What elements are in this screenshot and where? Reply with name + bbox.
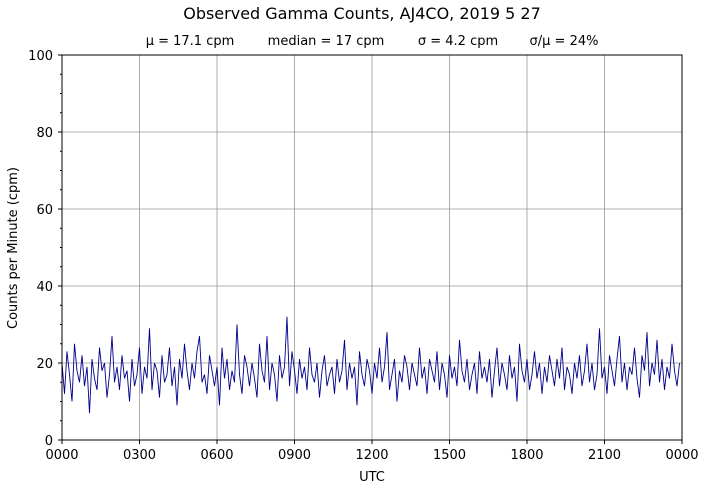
y-tick-label: 0: [45, 434, 53, 449]
x-tick-label: 1500: [433, 448, 466, 463]
stat-cv: σ/μ = 24%: [530, 34, 599, 49]
x-tick-label: 2100: [588, 448, 621, 463]
y-tick-label: 40: [36, 280, 53, 295]
y-tick-label: 60: [36, 203, 53, 218]
x-tick-label: 0300: [123, 448, 156, 463]
x-axis-label: UTC: [359, 470, 385, 485]
y-tick-label: 20: [36, 357, 53, 372]
chart-title: Observed Gamma Counts, AJ4CO, 2019 5 27: [183, 4, 541, 23]
x-tick-label: 1800: [510, 448, 543, 463]
stat-mean: μ = 17.1 cpm: [146, 34, 235, 49]
x-tick-label: 0000: [665, 448, 698, 463]
y-tick-label: 80: [36, 126, 53, 141]
x-tick-label: 0600: [200, 448, 233, 463]
series-line: [61, 316, 680, 414]
stat-median: median = 17 cpm: [268, 34, 385, 49]
y-tick-label: 100: [28, 49, 53, 64]
x-tick-label: 1200: [355, 448, 388, 463]
x-tick-label: 0000: [45, 448, 78, 463]
stats-subtitle: μ = 17.1 cpm median = 17 cpm σ = 4.2 cpm…: [146, 34, 599, 49]
stat-sigma: σ = 4.2 cpm: [418, 34, 498, 49]
plot-frame: [61, 54, 683, 441]
y-axis-label: Counts per Minute (cpm): [6, 167, 21, 329]
x-tick-label: 0900: [278, 448, 311, 463]
